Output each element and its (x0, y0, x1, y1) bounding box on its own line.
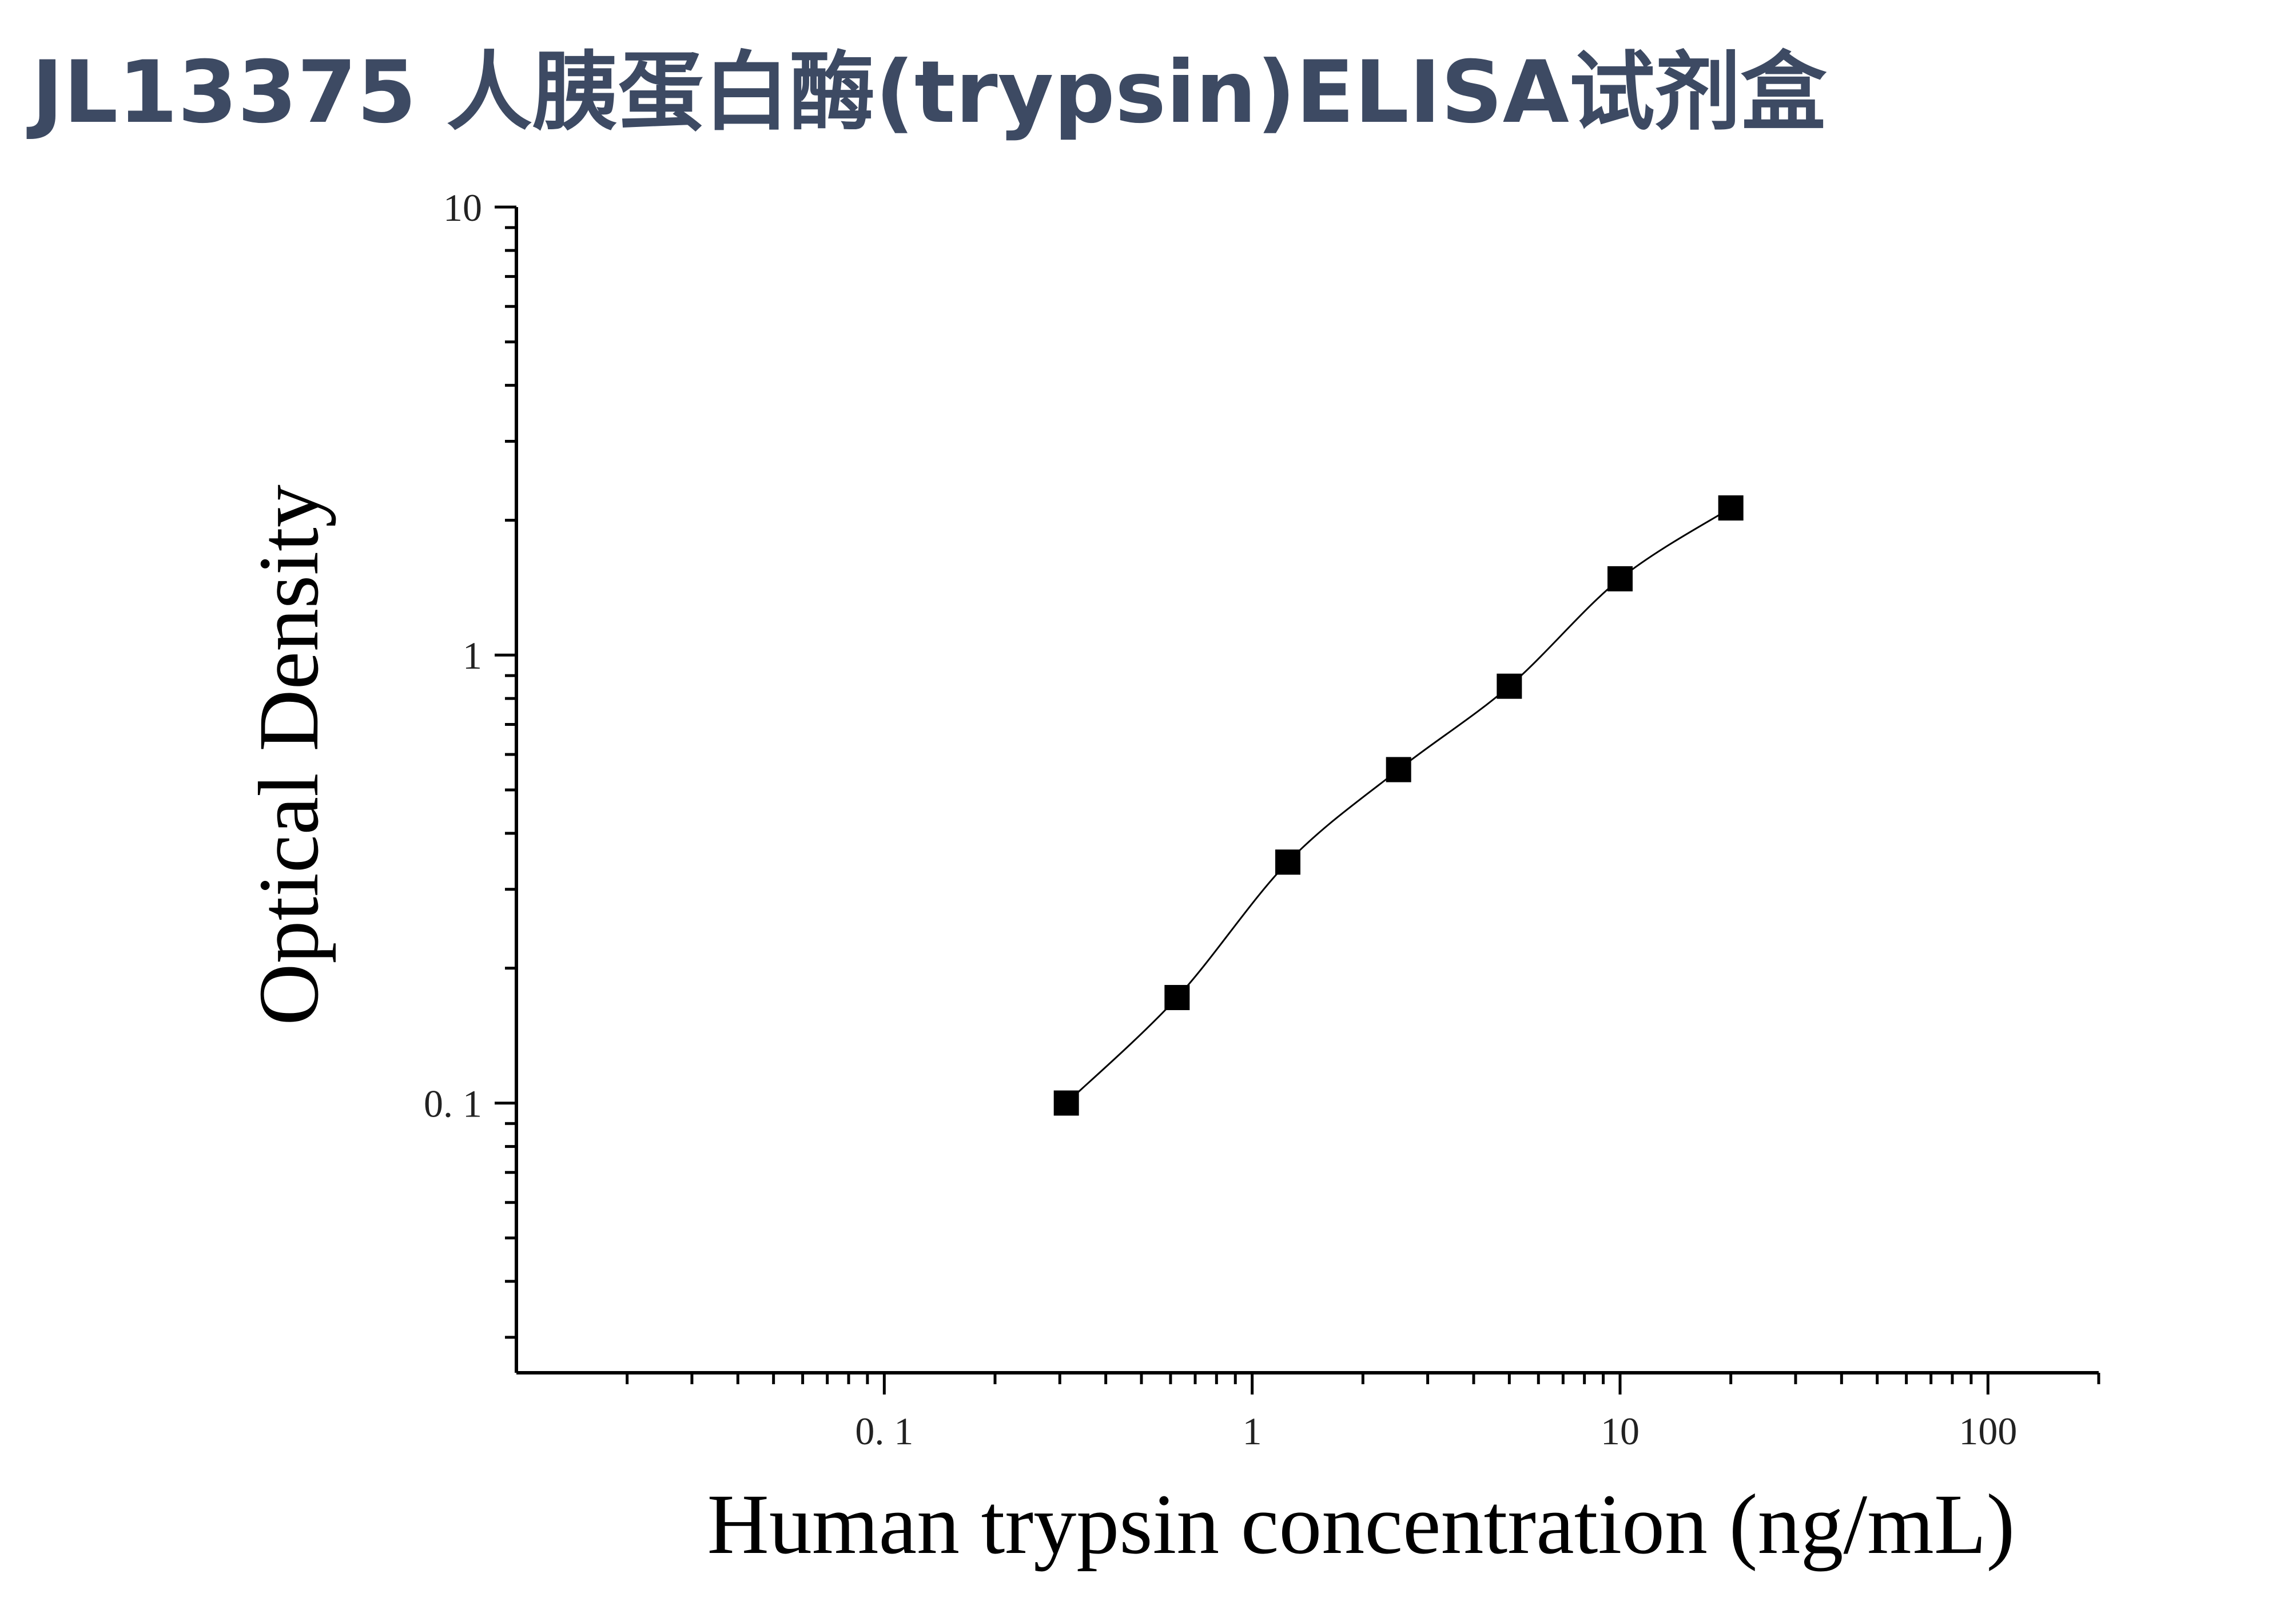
fit-curve-layer (1065, 507, 1732, 1104)
data-point (1386, 757, 1411, 782)
data-point (1497, 673, 1522, 699)
x-axis: 0. 1 1 10 100 (516, 1371, 2100, 1453)
y-tick-label: 1 (463, 634, 482, 677)
x-tick-label: 0. 1 (855, 1409, 913, 1453)
x-tick-label: 100 (1959, 1409, 2017, 1453)
data-point (1164, 984, 1190, 1010)
data-point (1053, 1090, 1079, 1116)
x-tick-label: 1 (1243, 1409, 1262, 1453)
data-point (1607, 566, 1633, 591)
y-tick-label: 0. 1 (424, 1082, 482, 1125)
x-axis-title: Human trypsin concentration (ng/mL) (707, 1477, 2015, 1572)
y-axis-title: Optical Density (241, 484, 336, 1026)
y-axis: 0. 1 1 10 (424, 186, 518, 1373)
fit-curve (1065, 507, 1732, 1104)
data-points-layer (1053, 495, 1744, 1116)
x-tick-label: 10 (1601, 1409, 1640, 1453)
data-point (1718, 495, 1744, 521)
page-title: JL13375 人胰蛋白酶(trypsin)ELISA试剂盒 (31, 43, 1827, 142)
data-point (1275, 849, 1301, 875)
y-tick-label: 10 (443, 186, 482, 229)
